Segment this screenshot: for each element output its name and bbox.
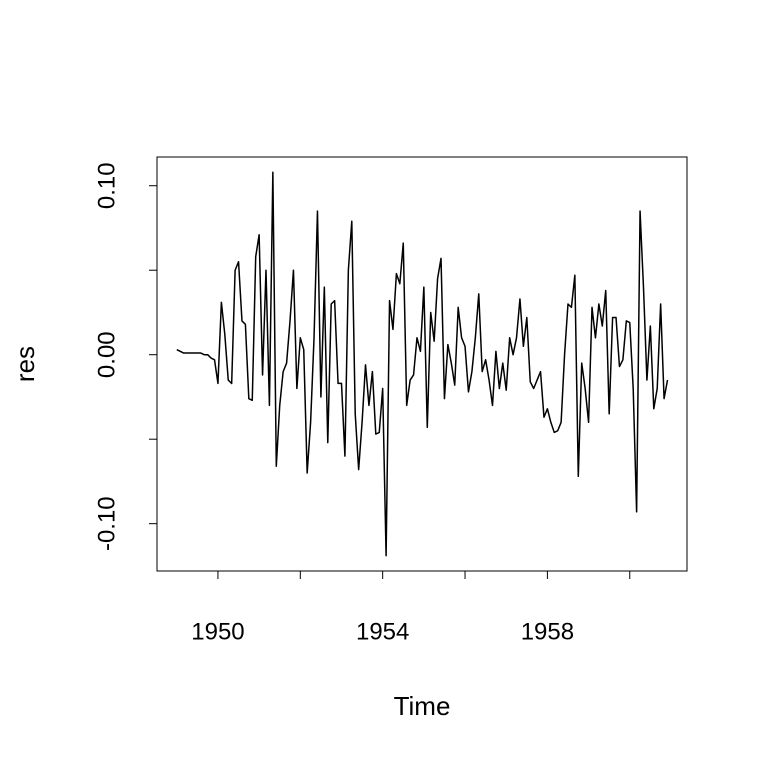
y-tick-label: 0.10 [93,162,120,209]
x-tick-label: 1954 [356,618,409,645]
y-axis-label: res [10,346,40,382]
x-tick-label: 1958 [521,618,574,645]
y-tick-label: -0.10 [93,496,120,551]
x-tick-label: 1950 [191,618,244,645]
y-tick-label: 0.00 [93,331,120,378]
plot-frame [156,156,688,572]
series-line [176,171,669,557]
x-axis-label: Time [394,691,451,721]
